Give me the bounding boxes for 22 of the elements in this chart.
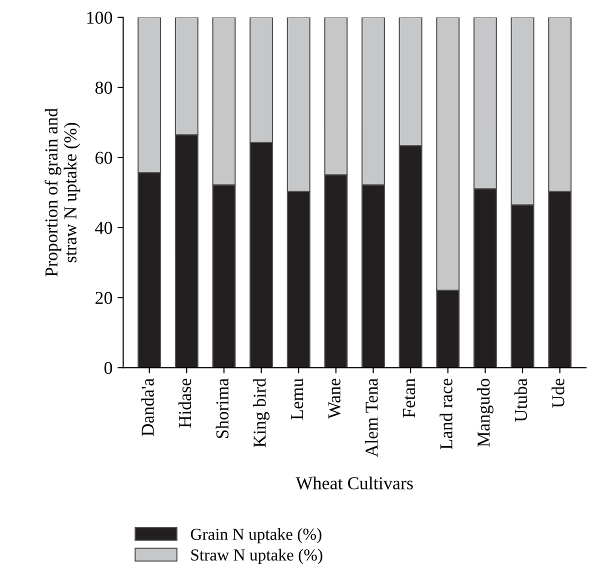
y-tick-label: 0 xyxy=(104,362,112,374)
x-tick-label: Danda'a xyxy=(141,378,154,436)
x-tick-label: King bird xyxy=(253,378,270,448)
x-tick-label: Ude xyxy=(552,378,564,408)
x-tick-label: Lemu xyxy=(291,378,304,420)
x-tick-label: Mangudo xyxy=(477,378,494,447)
x-axis-title: Wheat Cultivars xyxy=(296,476,413,490)
x-tick-label: Fetan xyxy=(403,378,416,418)
x-tick-label: Land race xyxy=(440,378,452,450)
y-axis-title: Proportion of grain and straw N uptake (%) xyxy=(44,108,80,276)
y-tick-label: 40 xyxy=(95,222,112,234)
y-tick-label: 100 xyxy=(87,12,112,24)
y-tick-label: 20 xyxy=(96,292,112,304)
x-tick-label: Shorima xyxy=(216,378,228,438)
legend-label: Grain N uptake (%) xyxy=(190,528,322,544)
legend-label: Straw N uptake (%) xyxy=(191,548,322,564)
y-tick-label: 60 xyxy=(96,152,112,164)
x-tick-label: Utuba xyxy=(514,378,528,422)
x-tick-label: Wane xyxy=(328,378,341,419)
x-tick-label: Hidase xyxy=(178,378,192,428)
y-tick-label: 80 xyxy=(95,82,112,94)
x-tick-label: Alem Tena xyxy=(365,378,378,458)
